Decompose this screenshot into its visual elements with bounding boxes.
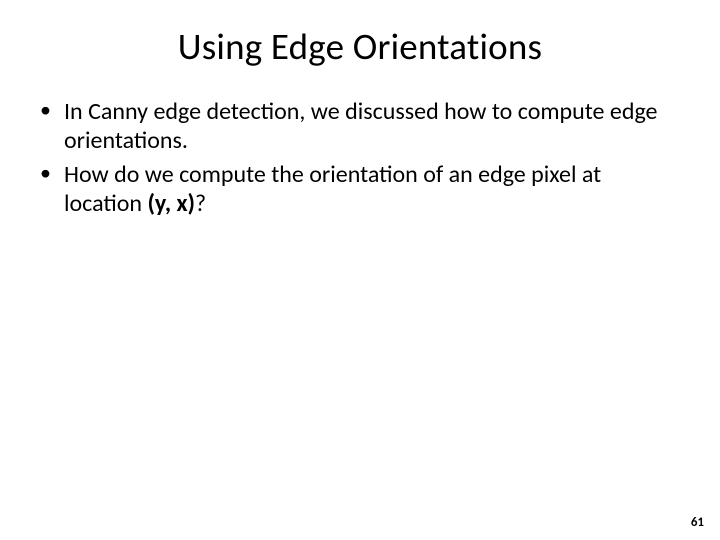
- bullet-item: How do we compute the orientation of an …: [36, 160, 684, 219]
- bullet-text-bold: (y, x): [147, 189, 195, 218]
- slide-title: Using Edge Orientations: [36, 24, 684, 69]
- bullet-text-suffix: ?: [195, 189, 206, 218]
- slide: Using Edge Orientations In Canny edge de…: [0, 0, 720, 540]
- slide-body: In Canny edge detection, we discussed ho…: [36, 97, 684, 218]
- bullet-item: In Canny edge detection, we discussed ho…: [36, 97, 684, 156]
- page-number: 61: [691, 515, 704, 530]
- bullet-text-prefix: How do we compute the orientation of an …: [64, 160, 601, 218]
- bullet-text: In Canny edge detection, we discussed ho…: [64, 97, 658, 155]
- bullet-list: In Canny edge detection, we discussed ho…: [36, 97, 684, 218]
